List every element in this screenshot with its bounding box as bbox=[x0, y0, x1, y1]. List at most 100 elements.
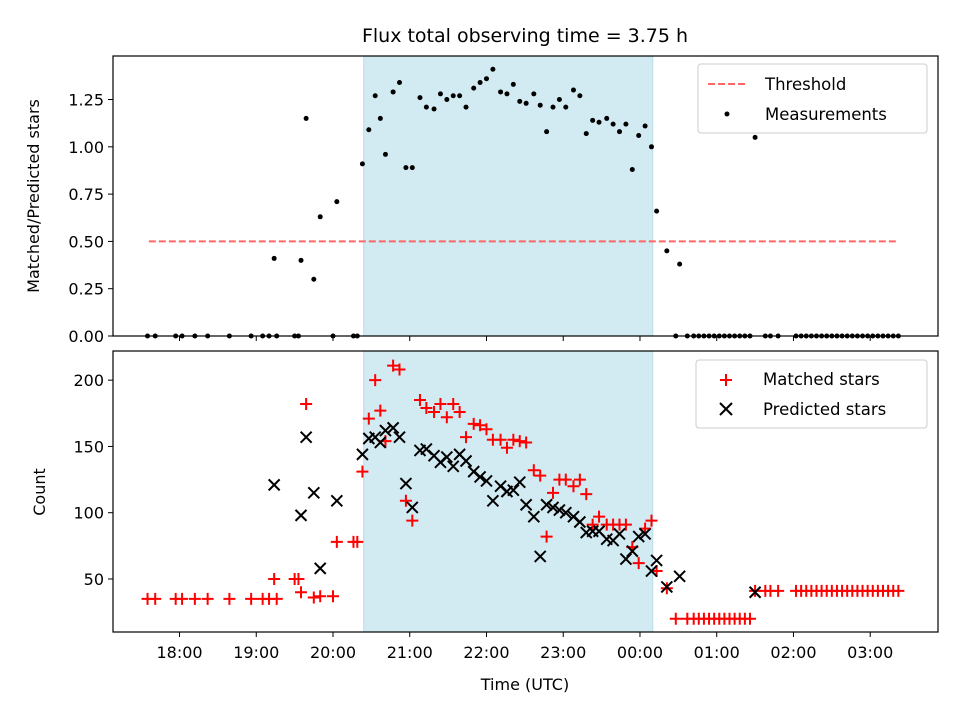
matched-stars-point bbox=[580, 488, 593, 501]
matched-stars-point bbox=[619, 518, 632, 531]
legend-predicted-swatch bbox=[719, 402, 733, 416]
count-y-axis-label: Count bbox=[30, 468, 49, 516]
matched-stars-point bbox=[527, 464, 540, 477]
measurement-point bbox=[463, 104, 469, 110]
ratio-legend-box bbox=[697, 63, 928, 134]
measurement-point bbox=[298, 257, 304, 263]
predicted-stars-point bbox=[553, 503, 566, 517]
measurement-point bbox=[523, 100, 529, 106]
predicted-stars-point bbox=[386, 421, 400, 435]
x-tick-label: 22:00 bbox=[463, 643, 509, 662]
measurement-point bbox=[596, 119, 602, 125]
legend-predicted-label: Predicted stars bbox=[763, 400, 886, 419]
count-panel: 18:00 19:00 20:00 21:00 22:00 23:00 00:00 01:00… bbox=[73, 350, 905, 662]
matched-stars-point bbox=[387, 359, 400, 372]
predicted-stars-point bbox=[673, 570, 686, 583]
measurement-point bbox=[417, 95, 423, 101]
predicted-stars-point bbox=[619, 552, 633, 566]
measurement-point bbox=[303, 115, 309, 121]
count-panel-frame bbox=[112, 350, 939, 633]
measurement-point bbox=[366, 127, 372, 133]
predicted-stars-point bbox=[314, 562, 327, 575]
matched-stars-point bbox=[362, 412, 375, 425]
predicted-stars-point bbox=[645, 564, 658, 578]
predicted-stars-point bbox=[356, 448, 369, 461]
predicted-stars-point bbox=[267, 478, 281, 492]
matched-stars-point bbox=[474, 419, 487, 432]
matched-stars-point bbox=[669, 612, 682, 625]
measurement-point bbox=[654, 208, 660, 214]
matched-stars-point bbox=[374, 404, 387, 417]
measurement-point bbox=[359, 161, 365, 167]
matched-stars-point bbox=[480, 423, 493, 436]
measurement-point bbox=[409, 165, 415, 171]
predicted-stars-point bbox=[379, 424, 392, 437]
matched-stars-point bbox=[586, 518, 599, 531]
matched-stars-point bbox=[460, 431, 473, 444]
chart-title: Flux total observing time = 3.75 h bbox=[362, 25, 688, 47]
predicted-stars-point bbox=[294, 509, 308, 522]
matched-stars-point bbox=[547, 486, 559, 499]
matched-stars-point bbox=[327, 590, 339, 603]
matched-stars-point bbox=[534, 469, 547, 482]
predicted-stars-point bbox=[399, 477, 413, 490]
measurement-point bbox=[664, 248, 670, 254]
measurement-point bbox=[483, 76, 489, 82]
predicted-stars-point bbox=[638, 527, 652, 541]
measurement-point bbox=[531, 91, 537, 97]
predicted-stars-point bbox=[559, 506, 572, 519]
matched-stars-point bbox=[270, 592, 283, 605]
matched-stars-point bbox=[201, 592, 214, 605]
ratio-panel-frame bbox=[112, 55, 939, 337]
matched-stars-point bbox=[223, 592, 236, 605]
matched-stars-point bbox=[245, 592, 258, 605]
predicted-stars-point bbox=[513, 476, 526, 489]
measurement-point bbox=[617, 129, 623, 135]
matched-stars-point bbox=[406, 514, 419, 527]
matched-stars-point bbox=[393, 363, 406, 376]
predicted-stars-point bbox=[626, 544, 639, 558]
matched-stars-point bbox=[507, 433, 520, 446]
ratio-y-tick-label: 1.25 bbox=[68, 91, 104, 110]
matched-stars-point bbox=[593, 510, 606, 523]
measurement-point bbox=[556, 97, 562, 103]
count-y-tick-label: 150 bbox=[73, 437, 104, 456]
measurement-point bbox=[437, 91, 443, 97]
legend-threshold-label: Threshold bbox=[764, 75, 846, 94]
predicted-stars-point bbox=[393, 430, 406, 444]
measurement-point bbox=[537, 102, 543, 108]
predicted-stars-point bbox=[527, 510, 541, 523]
measurement-point bbox=[544, 129, 550, 135]
matched-stars-point bbox=[428, 405, 441, 418]
measurement-point bbox=[271, 255, 277, 261]
matched-stars-point bbox=[314, 590, 327, 603]
measurement-point bbox=[636, 132, 642, 138]
measurement-point bbox=[403, 165, 409, 171]
matched-stars-point bbox=[520, 436, 533, 449]
measurement-point bbox=[752, 134, 758, 140]
ratio-y-tick-label: 1.00 bbox=[68, 138, 104, 157]
x-tick-label: 23:00 bbox=[540, 643, 586, 662]
matched-stars-point bbox=[420, 401, 433, 414]
measurement-point bbox=[372, 93, 378, 99]
measurement-point bbox=[477, 79, 483, 85]
predicted-stars-point bbox=[459, 454, 473, 468]
predicted-stars-point bbox=[480, 474, 493, 488]
measurement-point bbox=[498, 89, 504, 95]
measurement-point bbox=[570, 87, 576, 93]
measurement-point bbox=[390, 89, 396, 95]
measurement-point bbox=[604, 115, 610, 121]
predicted-stars-point bbox=[650, 554, 663, 567]
matched-stars-point bbox=[292, 572, 305, 585]
measurement-point bbox=[423, 104, 429, 110]
measurement-point bbox=[450, 93, 456, 99]
count-y-tick-label: 200 bbox=[73, 371, 104, 390]
predicted-stars-point bbox=[546, 501, 560, 514]
matched-stars-point bbox=[149, 592, 162, 605]
measurement-point bbox=[317, 214, 323, 220]
matched-stars-point bbox=[434, 398, 447, 411]
predicted-stars-point bbox=[519, 498, 533, 511]
matched-stars-point bbox=[632, 557, 645, 570]
matched-stars-point bbox=[300, 398, 313, 411]
matched-stars-point bbox=[440, 411, 453, 424]
